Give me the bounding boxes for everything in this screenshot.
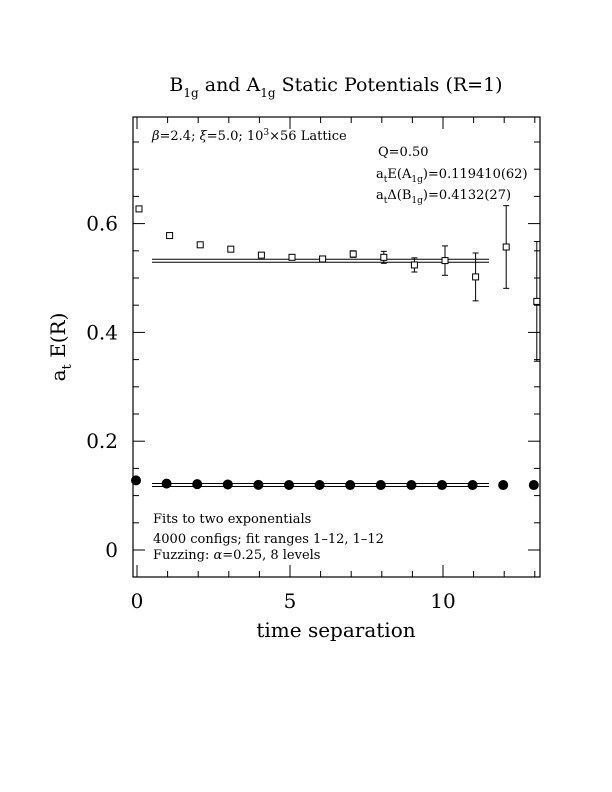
a1g-point bbox=[406, 480, 417, 491]
b1g-point bbox=[257, 251, 265, 259]
plot-frame bbox=[132, 116, 541, 578]
y-axis-label: at E(R) bbox=[46, 313, 75, 382]
y-tick-label: 0.2 bbox=[86, 429, 118, 453]
a1g-point bbox=[253, 479, 264, 490]
a1g-point bbox=[314, 479, 325, 490]
b1g-point bbox=[166, 232, 174, 240]
energy-annotation: atE(A1g)=0.119410(62) bbox=[376, 167, 528, 185]
chart-title: B1g and A1g Static Potentials (R=1) bbox=[169, 74, 502, 100]
a1g-point bbox=[437, 480, 447, 491]
a1g-point bbox=[284, 479, 294, 490]
x-tick-label: 0 bbox=[131, 589, 144, 613]
x-axis-label: time separation bbox=[256, 618, 415, 642]
b1g-point bbox=[135, 205, 143, 213]
y-tick-label: 0.6 bbox=[86, 212, 118, 236]
axis-ticks bbox=[133, 117, 540, 577]
b1g-point bbox=[319, 255, 327, 263]
gap-annotation: atΔ(B1g)=0.4132(27) bbox=[376, 188, 511, 206]
a1g-point bbox=[192, 479, 203, 490]
y-tick-label: 0 bbox=[105, 538, 118, 562]
b1g-point bbox=[227, 245, 235, 253]
b1g-point bbox=[533, 297, 541, 305]
b1g-point bbox=[380, 253, 388, 261]
b1g-point bbox=[502, 243, 510, 251]
data-points bbox=[131, 205, 541, 491]
fit-lines bbox=[152, 258, 489, 488]
a1g-point bbox=[345, 480, 356, 491]
lattice-annotation: β=2.4; ξ=5.0; 103×56 Lattice bbox=[151, 128, 347, 144]
a1g-point bbox=[131, 475, 141, 486]
a1g-point bbox=[161, 478, 172, 489]
x-tick-label: 10 bbox=[430, 589, 455, 613]
b1g-point bbox=[410, 261, 418, 269]
fits-annotation: Fits to two exponentials bbox=[153, 512, 311, 527]
b1g-point bbox=[472, 273, 480, 281]
b1g-point bbox=[288, 253, 296, 261]
a1g-point bbox=[467, 480, 478, 491]
x-tick-labels: 0 5 10 bbox=[131, 589, 456, 613]
b1g-point bbox=[441, 257, 449, 265]
y-tick-labels: 0 0.2 0.4 0.6 bbox=[86, 212, 118, 562]
a1g-point bbox=[528, 480, 539, 491]
fuzzing-annotation: Fuzzing: α=0.25, 8 levels bbox=[153, 548, 320, 563]
b1g-point bbox=[349, 250, 357, 258]
a1g-point bbox=[222, 479, 233, 490]
y-tick-label: 0.4 bbox=[86, 320, 118, 344]
configs-annotation: 4000 configs; fit ranges 1–12, 1–12 bbox=[153, 532, 384, 547]
a1g-point bbox=[498, 480, 509, 491]
q-annotation: Q=0.50 bbox=[378, 145, 429, 160]
a1g-point bbox=[375, 480, 386, 491]
x-tick-label: 5 bbox=[284, 589, 297, 613]
b1g-point bbox=[196, 241, 204, 249]
